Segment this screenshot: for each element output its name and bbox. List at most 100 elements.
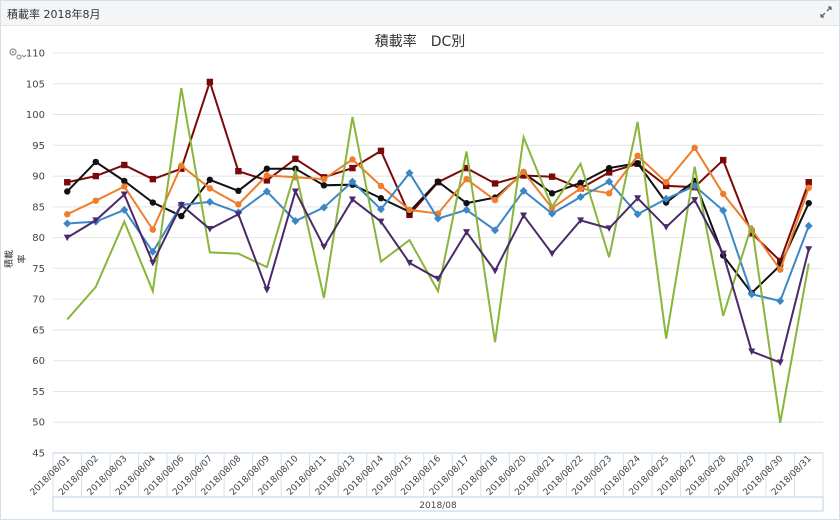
data-point bbox=[235, 201, 242, 208]
chart-title: 積載率 DC別 bbox=[374, 34, 466, 50]
data-point bbox=[377, 182, 385, 190]
data-point bbox=[691, 144, 698, 151]
data-point bbox=[491, 196, 499, 204]
y-tick-label: 85 bbox=[32, 202, 45, 213]
y-tick-label: 80 bbox=[32, 233, 45, 244]
data-point bbox=[462, 205, 471, 214]
data-point bbox=[805, 199, 812, 207]
data-point bbox=[748, 348, 756, 355]
data-point bbox=[92, 158, 99, 166]
data-point bbox=[777, 257, 784, 265]
data-point bbox=[634, 195, 642, 202]
data-point bbox=[804, 221, 813, 230]
data-point bbox=[206, 226, 214, 233]
y-tick-label: 50 bbox=[32, 418, 45, 429]
data-point bbox=[405, 259, 413, 267]
y-tick-label: 105 bbox=[26, 79, 45, 90]
data-point bbox=[64, 211, 71, 218]
data-point bbox=[149, 199, 157, 206]
y-tick-label: 95 bbox=[32, 141, 45, 152]
data-point bbox=[177, 202, 185, 209]
data-point bbox=[178, 162, 185, 169]
y-tick-label: 110 bbox=[26, 49, 45, 60]
data-point bbox=[377, 195, 385, 202]
data-point bbox=[205, 197, 214, 206]
data-point bbox=[348, 196, 356, 203]
data-point bbox=[548, 209, 557, 218]
data-point bbox=[605, 169, 613, 176]
data-point bbox=[747, 290, 756, 299]
data-point bbox=[376, 205, 385, 214]
data-point bbox=[406, 206, 413, 214]
data-point bbox=[149, 175, 157, 183]
panel-title: 積載率 2018年8月 bbox=[7, 8, 101, 21]
data-point bbox=[748, 230, 755, 237]
data-point bbox=[719, 250, 727, 258]
data-point bbox=[263, 177, 271, 184]
data-point bbox=[63, 219, 72, 228]
data-point bbox=[377, 218, 385, 226]
data-point bbox=[349, 164, 356, 172]
y-tick-label: 45 bbox=[32, 449, 45, 460]
data-point bbox=[662, 194, 671, 203]
data-point bbox=[234, 211, 242, 218]
data-point bbox=[491, 180, 499, 187]
y-tick-label: 55 bbox=[32, 387, 45, 398]
data-point bbox=[463, 175, 470, 183]
y-tick-label: 100 bbox=[26, 110, 45, 121]
data-point bbox=[120, 205, 129, 214]
data-point bbox=[92, 197, 99, 204]
data-point bbox=[520, 212, 528, 219]
data-point bbox=[777, 266, 784, 273]
data-point bbox=[577, 179, 584, 187]
data-point bbox=[576, 193, 585, 201]
data-point bbox=[719, 206, 728, 215]
data-point bbox=[348, 177, 357, 186]
data-point bbox=[491, 226, 500, 235]
data-point bbox=[491, 267, 499, 275]
data-point bbox=[605, 164, 613, 172]
gear-icon[interactable] bbox=[7, 46, 27, 62]
data-point bbox=[120, 191, 128, 199]
data-point bbox=[92, 217, 100, 224]
data-point bbox=[319, 203, 328, 212]
data-point bbox=[64, 179, 71, 186]
data-point bbox=[263, 165, 271, 172]
data-point bbox=[605, 225, 613, 232]
data-point bbox=[463, 199, 470, 207]
data-point bbox=[434, 275, 442, 283]
data-point bbox=[63, 234, 71, 242]
data-point bbox=[605, 190, 613, 197]
data-point bbox=[691, 197, 699, 204]
data-point bbox=[149, 226, 157, 233]
data-point bbox=[548, 250, 556, 258]
data-point bbox=[291, 217, 300, 225]
data-point bbox=[805, 184, 812, 191]
data-point bbox=[320, 175, 328, 183]
data-point bbox=[405, 169, 414, 177]
data-point bbox=[662, 179, 670, 186]
data-point bbox=[633, 210, 642, 219]
data-point bbox=[605, 177, 614, 186]
data-point bbox=[64, 188, 71, 195]
data-point bbox=[463, 164, 470, 172]
data-point bbox=[434, 178, 442, 185]
y-tick-label: 70 bbox=[32, 295, 45, 306]
data-point bbox=[320, 243, 328, 251]
data-point bbox=[235, 187, 242, 195]
data-point bbox=[263, 172, 271, 179]
data-point bbox=[292, 155, 299, 163]
data-point bbox=[548, 190, 556, 197]
data-point bbox=[148, 247, 157, 256]
data-point bbox=[121, 177, 128, 185]
expand-arrows-icon[interactable] bbox=[819, 5, 833, 19]
data-point bbox=[776, 359, 784, 367]
series-line bbox=[66, 87, 810, 424]
data-point bbox=[662, 224, 670, 231]
data-point bbox=[719, 156, 727, 164]
data-point bbox=[577, 185, 584, 192]
data-point bbox=[291, 188, 299, 195]
data-point bbox=[206, 185, 214, 192]
data-point bbox=[776, 297, 785, 305]
